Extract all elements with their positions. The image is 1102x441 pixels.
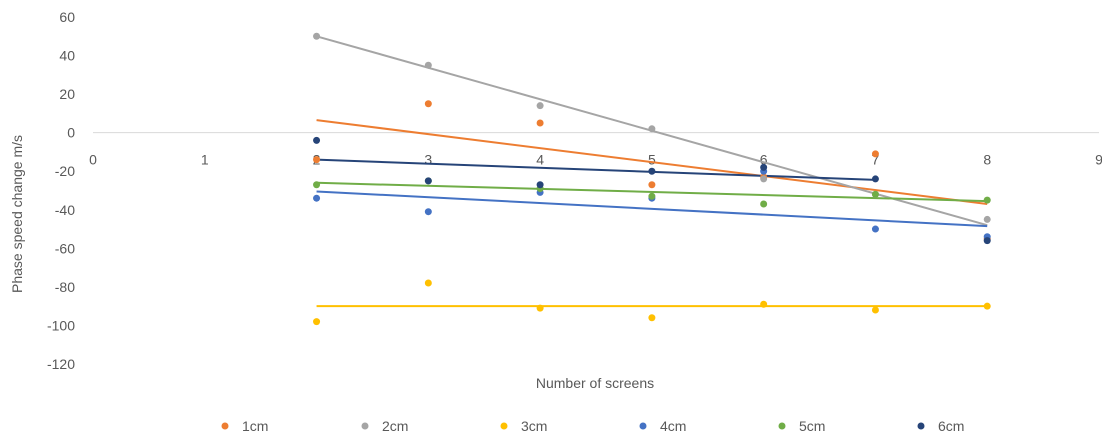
legend-label: 1cm (242, 418, 268, 434)
y-tick-label: 0 (67, 125, 75, 141)
x-tick-label: 3 (424, 152, 432, 168)
point-3cm (648, 314, 656, 322)
legend-marker (917, 422, 925, 430)
trendline-5cm (316, 181, 988, 203)
x-tick-label: 7 (872, 152, 880, 168)
x-tick-label: 0 (89, 152, 97, 168)
point-3cm (760, 300, 768, 308)
x-tick-label: 5 (648, 152, 656, 168)
trendline-1cm (316, 119, 988, 205)
x-axis: 0123456789 (89, 132, 1102, 168)
point-6cm (983, 237, 991, 245)
x-axis-title: Number of screens (536, 375, 654, 391)
point-2cm (536, 102, 544, 110)
legend-label: 3cm (521, 418, 547, 434)
y-tick-label: 60 (59, 9, 75, 25)
point-6cm (424, 177, 432, 185)
point-6cm (760, 163, 768, 171)
point-6cm (871, 175, 879, 183)
point-3cm (871, 306, 879, 314)
legend-item-1cm: 1cm (221, 418, 268, 434)
point-3cm (313, 318, 321, 326)
point-5cm (313, 181, 321, 189)
point-3cm (983, 302, 991, 310)
point-5cm (648, 192, 656, 200)
point-4cm (313, 194, 321, 202)
legend-item-5cm: 5cm (778, 418, 825, 434)
x-tick-label: 6 (760, 152, 768, 168)
x-tick-label: 1 (201, 152, 209, 168)
trendline-4cm (316, 190, 988, 228)
legend-label: 5cm (799, 418, 825, 434)
legend-marker (500, 422, 508, 430)
point-1cm (871, 150, 879, 158)
trendline-6cm (316, 158, 876, 181)
x-tick-label: 8 (983, 152, 991, 168)
point-1cm (536, 119, 544, 127)
point-2cm (983, 215, 991, 223)
legend-label: 6cm (938, 418, 964, 434)
x-tick-label: 9 (1095, 152, 1102, 168)
point-1cm (648, 181, 656, 189)
point-4cm (424, 208, 432, 216)
point-3cm (424, 279, 432, 287)
point-2cm (424, 61, 432, 69)
point-5cm (983, 196, 991, 204)
y-tick-label: 40 (59, 48, 75, 64)
point-2cm (760, 175, 768, 183)
y-tick-label: -60 (55, 240, 75, 256)
y-axis-ticks: 60 40 20 0 -20 -40 -60 -80 -100 -120 (47, 9, 75, 372)
data-points (313, 32, 991, 326)
legend-marker (639, 422, 647, 430)
legend-marker (221, 422, 229, 430)
y-tick-label: -40 (55, 202, 75, 218)
legend-item-2cm: 2cm (361, 418, 408, 434)
point-2cm (313, 32, 321, 40)
legend: 1cm 2cm 3cm 4cm 5cm 6cm (221, 418, 964, 434)
point-6cm (648, 167, 656, 175)
y-tick-label: -20 (55, 163, 75, 179)
legend-item-6cm: 6cm (917, 418, 964, 434)
legend-label: 2cm (382, 418, 408, 434)
legend-marker (361, 422, 369, 430)
point-5cm (760, 200, 768, 208)
y-tick-label: 20 (59, 86, 75, 102)
y-tick-label: -80 (55, 279, 75, 295)
point-1cm (424, 100, 432, 108)
point-1cm (313, 156, 321, 164)
point-6cm (536, 181, 544, 189)
legend-marker (778, 422, 786, 430)
legend-label: 4cm (660, 418, 686, 434)
y-tick-label: -120 (47, 356, 75, 372)
point-3cm (536, 304, 544, 312)
legend-item-3cm: 3cm (500, 418, 547, 434)
y-axis-title: Phase speed change m/s (9, 135, 25, 293)
point-4cm (871, 225, 879, 233)
point-5cm (871, 190, 879, 198)
x-tick-label: 4 (536, 152, 544, 168)
point-2cm (648, 125, 656, 133)
legend-item-4cm: 4cm (639, 418, 686, 434)
y-tick-label: -100 (47, 317, 75, 333)
point-6cm (313, 136, 321, 144)
